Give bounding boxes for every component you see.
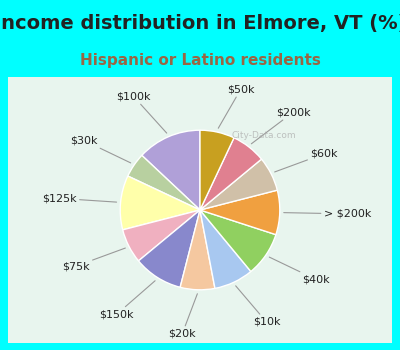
Wedge shape [200,130,234,210]
Wedge shape [180,210,215,290]
Wedge shape [200,190,280,234]
Text: > $200k: > $200k [284,209,371,219]
Wedge shape [138,210,200,287]
Text: $100k: $100k [116,91,167,133]
Wedge shape [200,159,277,210]
Wedge shape [200,210,276,272]
Wedge shape [142,130,200,210]
Text: City-Data.com: City-Data.com [232,131,296,140]
Text: $50k: $50k [218,84,254,128]
Wedge shape [128,155,200,210]
Text: $30k: $30k [70,135,131,163]
Text: $40k: $40k [269,257,330,285]
Wedge shape [123,210,200,261]
Text: Hispanic or Latino residents: Hispanic or Latino residents [80,52,320,68]
Text: $60k: $60k [275,149,338,172]
Text: $125k: $125k [42,193,116,203]
Text: Income distribution in Elmore, VT (%): Income distribution in Elmore, VT (%) [0,14,400,33]
Text: $150k: $150k [99,281,155,320]
Text: $75k: $75k [62,248,125,271]
Wedge shape [120,176,200,230]
Text: $10k: $10k [236,286,280,327]
Wedge shape [200,210,251,288]
Wedge shape [200,138,262,210]
Text: $200k: $200k [251,107,310,144]
Text: $20k: $20k [168,294,197,339]
